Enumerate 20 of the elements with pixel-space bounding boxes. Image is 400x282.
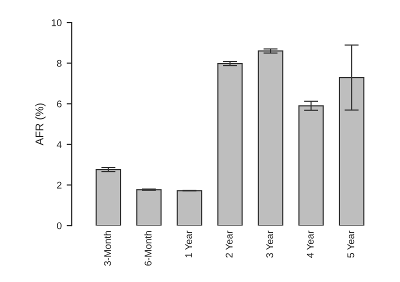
bar	[298, 105, 324, 226]
bar	[217, 63, 243, 226]
bar	[96, 169, 122, 226]
y-tick-label: 10	[52, 19, 62, 26]
y-tick-label: 6	[57, 100, 62, 108]
bar	[176, 190, 202, 226]
x-tick-label: 1 Year	[185, 230, 192, 258]
x-tick-label: 3-Month	[104, 231, 111, 266]
x-tick-label: 2 Year	[226, 230, 233, 258]
y-tick-label: 0	[56, 222, 62, 230]
y-axis-title: AFR (%)	[35, 103, 46, 146]
y-tick-label: 8	[56, 60, 62, 67]
x-tick-label: 6-Month	[144, 231, 152, 266]
x-tick-label: 4 Year	[306, 230, 314, 258]
y-tick-label: 4	[56, 141, 62, 148]
x-tick-label: 5 Year	[347, 230, 354, 258]
y-tick-label: 2	[57, 182, 62, 189]
bar	[136, 189, 162, 226]
bar	[258, 50, 284, 226]
x-tick-label: 3 Year	[266, 230, 274, 258]
